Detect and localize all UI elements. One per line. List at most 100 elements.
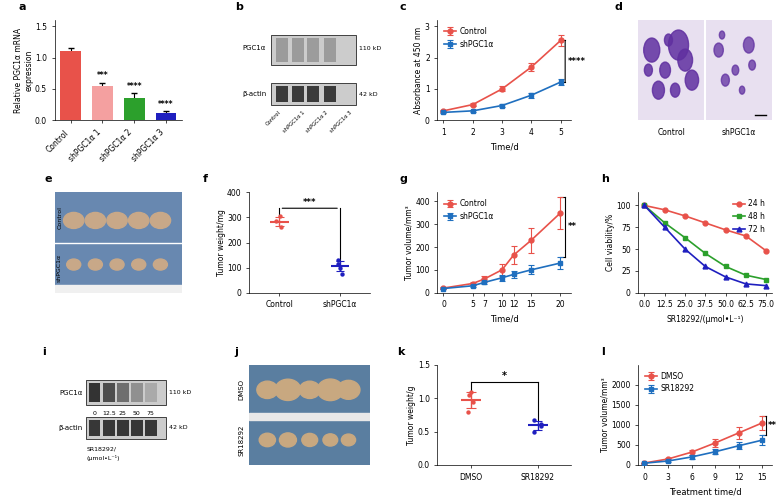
- Circle shape: [63, 212, 84, 228]
- 48 h: [680, 234, 690, 240]
- Circle shape: [300, 381, 320, 398]
- Text: ****: ****: [126, 82, 142, 91]
- Circle shape: [110, 259, 124, 270]
- Circle shape: [323, 434, 338, 446]
- Text: ****: ****: [158, 100, 174, 109]
- Text: ****: ****: [568, 57, 586, 66]
- Text: a: a: [19, 2, 27, 12]
- Bar: [92, 86, 113, 120]
- Circle shape: [749, 60, 756, 70]
- Point: [527, 428, 540, 436]
- Text: f: f: [203, 174, 208, 184]
- Text: shPGC1α 1: shPGC1α 1: [282, 110, 306, 134]
- 48 h: [721, 264, 730, 270]
- Circle shape: [644, 38, 660, 62]
- Y-axis label: Tumor weight/mg: Tumor weight/mg: [217, 209, 225, 276]
- Bar: [276, 86, 288, 102]
- 24 h: [721, 227, 730, 233]
- Text: j: j: [235, 347, 239, 357]
- 24 h: [640, 202, 649, 208]
- Circle shape: [279, 433, 296, 447]
- X-axis label: Time/d: Time/d: [490, 142, 519, 152]
- Circle shape: [67, 259, 81, 270]
- Bar: [60, 52, 81, 120]
- Circle shape: [722, 74, 729, 86]
- Circle shape: [302, 434, 317, 446]
- Circle shape: [644, 64, 652, 76]
- Text: PGC1α: PGC1α: [243, 45, 266, 51]
- Circle shape: [317, 379, 343, 400]
- Circle shape: [668, 30, 689, 60]
- Text: β-actin: β-actin: [242, 91, 266, 97]
- Y-axis label: Tumor volume/mm³: Tumor volume/mm³: [601, 378, 610, 452]
- Point: [535, 422, 548, 430]
- 24 h: [660, 207, 669, 213]
- Bar: [145, 383, 157, 402]
- Circle shape: [88, 259, 102, 270]
- Y-axis label: Cell viability/%: Cell viability/%: [606, 214, 615, 271]
- 72 h: [680, 246, 690, 252]
- Point: [535, 420, 548, 428]
- Text: 0: 0: [93, 411, 97, 416]
- Circle shape: [652, 81, 665, 99]
- Text: PGC1α: PGC1α: [59, 390, 83, 396]
- Text: 42 kD: 42 kD: [360, 92, 378, 96]
- Bar: [249, 413, 370, 420]
- Legend: DMSO, SR18292: DMSO, SR18292: [642, 368, 697, 396]
- Point: [275, 212, 287, 220]
- 24 h: [761, 248, 771, 254]
- Y-axis label: Relative PGC1α mRNA
expression: Relative PGC1α mRNA expression: [14, 28, 34, 112]
- Point: [466, 398, 479, 406]
- Bar: [324, 38, 336, 62]
- Circle shape: [719, 31, 725, 39]
- Circle shape: [743, 37, 754, 53]
- Bar: [292, 86, 303, 102]
- 72 h: [640, 202, 649, 208]
- Circle shape: [107, 212, 127, 228]
- Bar: [145, 420, 157, 436]
- Legend: 24 h, 48 h, 72 h: 24 h, 48 h, 72 h: [730, 196, 768, 237]
- Text: 50: 50: [133, 411, 140, 416]
- Text: d: d: [615, 2, 622, 12]
- Circle shape: [154, 259, 168, 270]
- Bar: [103, 383, 115, 402]
- Text: shPGC1α: shPGC1α: [57, 254, 62, 281]
- Text: g: g: [400, 174, 408, 184]
- Point: [270, 217, 282, 225]
- 72 h: [700, 264, 710, 270]
- 24 h: [700, 220, 710, 226]
- Text: SR18292/: SR18292/: [87, 447, 116, 452]
- Bar: [124, 98, 144, 120]
- Text: h: h: [601, 174, 608, 184]
- 24 h: [680, 213, 690, 219]
- Text: k: k: [397, 347, 405, 357]
- Text: ***: ***: [303, 198, 317, 207]
- Bar: [55, 284, 182, 292]
- Text: ***: ***: [97, 71, 108, 80]
- Bar: [87, 380, 165, 405]
- 72 h: [741, 281, 750, 287]
- Text: *: *: [502, 371, 507, 381]
- Text: Control: Control: [265, 110, 282, 127]
- Circle shape: [732, 65, 739, 75]
- Point: [465, 388, 477, 396]
- Circle shape: [665, 34, 672, 46]
- Text: 110 kD: 110 kD: [169, 390, 192, 396]
- Circle shape: [714, 43, 723, 57]
- Point: [332, 256, 344, 264]
- Bar: [307, 86, 320, 102]
- Bar: [276, 38, 288, 62]
- Point: [463, 391, 475, 399]
- Bar: [307, 38, 320, 62]
- Bar: [89, 383, 101, 402]
- Text: DMSO: DMSO: [239, 380, 244, 400]
- 24 h: [741, 233, 750, 239]
- 48 h: [640, 202, 649, 208]
- Circle shape: [129, 212, 149, 228]
- Circle shape: [259, 433, 275, 446]
- Bar: [103, 420, 115, 436]
- Bar: [89, 420, 101, 436]
- Line: 24 h: 24 h: [642, 203, 768, 253]
- 72 h: [660, 224, 669, 230]
- Bar: [156, 112, 176, 120]
